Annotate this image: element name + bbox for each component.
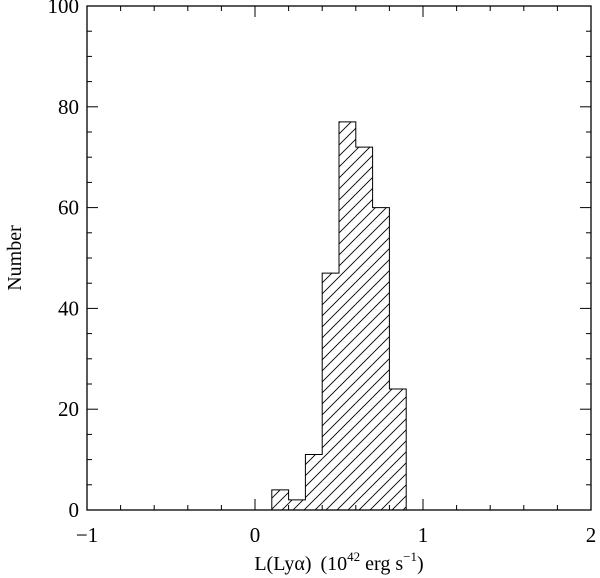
histogram-bar [271, 489, 289, 510]
histogram-bar [322, 273, 339, 510]
axis-ticks [86, 5, 592, 511]
y-tick-label: 100 [48, 0, 80, 18]
y-tick-labels: 0 20 40 60 80 100 [48, 0, 80, 522]
y-tick-label: 0 [69, 498, 80, 522]
histogram-bar [305, 454, 323, 510]
histogram-bar [339, 121, 356, 510]
x-tick-labels: −1 0 1 2 [76, 523, 596, 547]
x-tick-label: 0 [250, 523, 261, 547]
histogram-outline [271, 121, 407, 510]
y-tick-label: 20 [58, 397, 79, 421]
histogram-bar [355, 147, 373, 510]
y-tick-label: 80 [58, 95, 79, 119]
y-axis-label: Number [4, 225, 26, 291]
x-axis-label: L(Lyα) (1042 erg s−1) [254, 549, 423, 575]
y-tick-label: 40 [58, 296, 79, 320]
histogram-bar [372, 207, 390, 510]
x-tick-label: 2 [586, 523, 597, 547]
y-tick-label: 60 [58, 196, 79, 220]
histogram-bars [271, 121, 407, 510]
histogram-bar [288, 499, 306, 510]
histogram-bar [389, 389, 407, 510]
x-tick-label: 1 [418, 523, 429, 547]
x-tick-label: −1 [76, 523, 98, 547]
